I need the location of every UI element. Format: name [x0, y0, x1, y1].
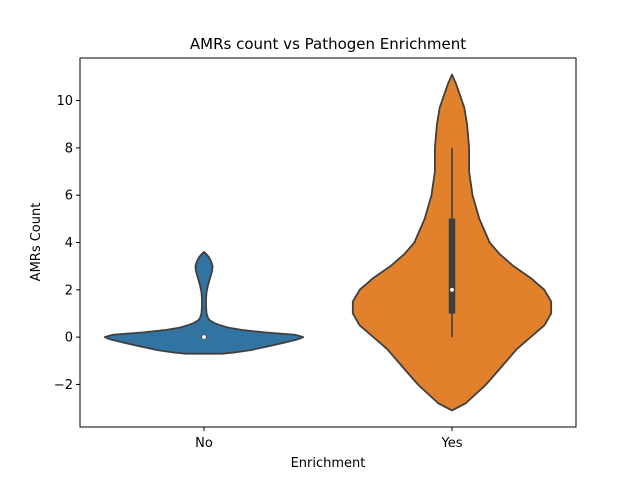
y-tick-label: 6	[65, 189, 73, 204]
y-tick-label: 4	[65, 236, 73, 251]
violin-iqr-box-yes	[448, 218, 456, 314]
chart-title: AMRs count vs Pathogen Enrichment	[190, 35, 466, 53]
x-axis-label: Enrichment	[291, 456, 366, 471]
y-axis-ticks: −2 0 2 4 6 8 10	[54, 94, 80, 393]
plot-frame	[79, 57, 577, 428]
y-tick-label: −2	[54, 378, 73, 393]
violin-median-yes	[449, 287, 455, 293]
y-tick-label: 8	[65, 141, 73, 156]
x-tick-label: No	[195, 436, 213, 451]
x-axis-ticks: No Yes	[195, 427, 463, 451]
y-tick-label: 0	[65, 331, 73, 346]
violins-layer	[103, 73, 553, 412]
violin-median-no	[201, 334, 207, 340]
y-axis-label: AMRs Count	[29, 203, 44, 282]
y-tick-label: 2	[65, 283, 73, 298]
violin-body-no	[103, 251, 305, 355]
y-tick-label: 10	[56, 94, 73, 109]
x-tick-label: Yes	[441, 436, 463, 451]
